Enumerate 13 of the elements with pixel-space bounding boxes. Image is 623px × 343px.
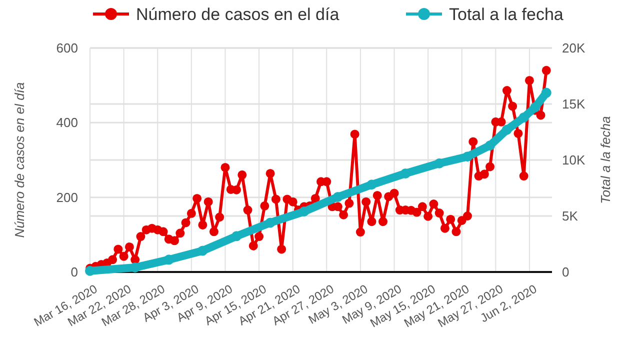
y2-tick-label: 5K (562, 208, 578, 224)
y2-tick-label: 0 (562, 264, 570, 280)
legend-label: Total a la fecha (449, 4, 564, 24)
y2-axis-title: Total a la fecha (598, 116, 613, 204)
y-tick-label: 200 (56, 190, 78, 205)
y-tick-label: 400 (56, 115, 78, 130)
y-tick-label: 0 (70, 264, 78, 280)
y2-tick-label: 20K (562, 40, 586, 56)
y-tick-label: 600 (56, 40, 78, 56)
legend-label: Número de casos en el día (136, 4, 340, 24)
y2-tick-label: 10K (562, 152, 586, 168)
y-axis-title: Número de casos en el día (12, 82, 27, 238)
y2-tick-label: 15K (562, 96, 586, 112)
